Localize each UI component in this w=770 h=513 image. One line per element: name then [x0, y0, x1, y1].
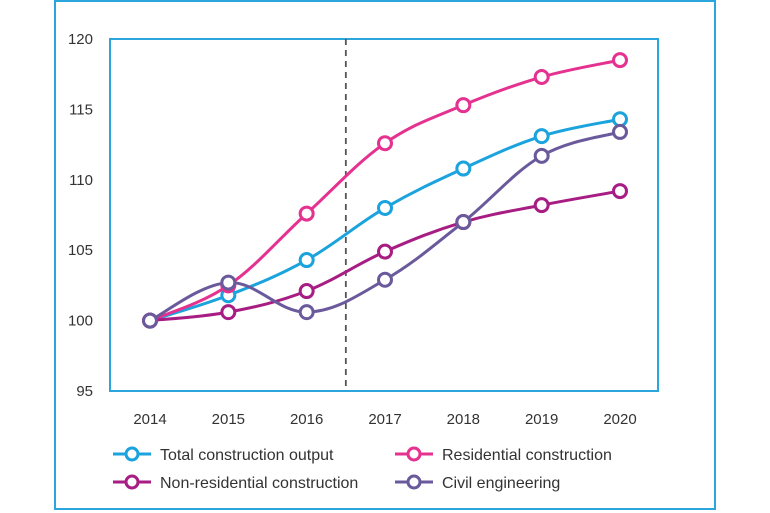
data-point: [220, 304, 237, 321]
data-point: [298, 283, 315, 300]
y-tick-label: 115: [69, 101, 93, 118]
y-tick-label: 120: [68, 31, 93, 48]
x-tick-label: 2017: [368, 411, 401, 428]
data-point: [377, 271, 393, 288]
legend-swatch-marker: [406, 474, 422, 490]
data-point: [377, 135, 393, 152]
x-tick-label: 2016: [290, 411, 323, 428]
x-tick-label: 2014: [133, 411, 166, 428]
y-axis-ticks: 120 115 110 105 100 95: [68, 31, 93, 400]
x-tick-label: 2018: [447, 411, 480, 428]
legend-label: Residential construction: [442, 447, 612, 464]
x-tick-label: 2015: [212, 411, 245, 428]
x-tick-label: 2020: [603, 411, 636, 428]
x-axis-ticks: 2014 2015 2016 2017 2018 2019 2020: [133, 411, 636, 428]
y-tick-label: 105: [68, 242, 93, 259]
data-point: [612, 123, 628, 140]
data-point: [298, 252, 315, 269]
data-point: [377, 243, 393, 260]
data-point: [533, 197, 550, 214]
x-tick-label: 2019: [525, 411, 558, 428]
data-point: [298, 304, 315, 321]
data-point: [220, 274, 237, 291]
data-point: [533, 128, 550, 145]
data-point: [612, 52, 628, 69]
legend-swatch-marker: [124, 474, 140, 490]
data-point: [377, 199, 393, 216]
data-point: [455, 214, 472, 231]
y-tick-label: 100: [68, 313, 93, 330]
data-point: [612, 111, 628, 128]
y-tick-label: 95: [76, 383, 93, 400]
data-point: [142, 312, 158, 329]
legend-label: Total construction output: [160, 447, 334, 464]
legend-swatch-marker: [406, 446, 422, 462]
data-point: [533, 147, 550, 164]
legend: Total construction output Residential con…: [113, 446, 612, 492]
y-tick-label: 110: [69, 172, 93, 189]
data-point: [533, 69, 550, 86]
series-group: [142, 52, 628, 329]
data-point: [298, 205, 315, 222]
data-point: [455, 97, 472, 114]
data-point: [612, 183, 628, 200]
legend-swatch-marker: [124, 446, 140, 462]
legend-label: Civil engineering: [442, 475, 560, 492]
data-point: [455, 160, 472, 177]
legend-label: Non-residential construction: [160, 475, 358, 492]
